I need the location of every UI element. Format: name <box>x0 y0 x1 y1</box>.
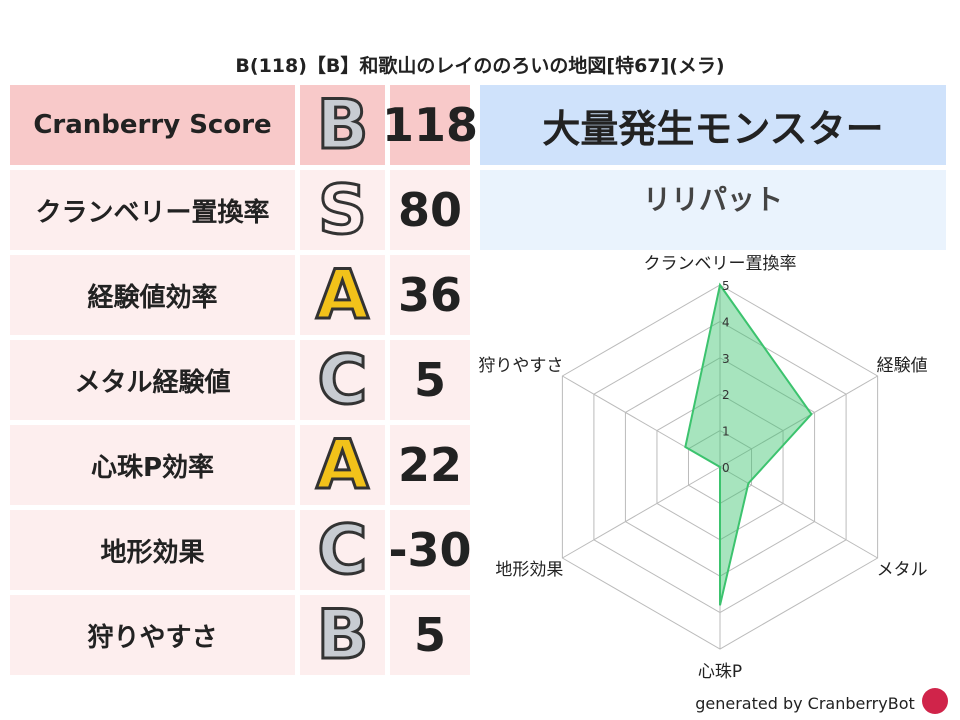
r-tick-label: 5 <box>722 279 730 293</box>
axis-label: 経験値 <box>877 356 928 376</box>
grade-bg <box>300 340 385 420</box>
page-title: B(118)【B】和歌山のレイののろいの地図[特67](メラ) <box>235 54 725 77</box>
r-tick-label: 3 <box>722 352 730 366</box>
score: -30 <box>388 510 472 590</box>
row-label: 経験値効率 <box>10 255 295 335</box>
grade-badge: B <box>315 594 370 676</box>
row-label: 地形効果 <box>10 510 295 590</box>
grade-bg <box>300 170 385 250</box>
axis-label: 狩りやすさ <box>478 356 563 376</box>
row-label: Cranberry Score <box>10 85 295 165</box>
score: 22 <box>390 425 470 505</box>
grade-bg <box>300 510 385 590</box>
spoke <box>562 466 721 559</box>
axis-label: メタル <box>877 560 928 580</box>
axis-label: 心珠P <box>698 662 742 682</box>
score: 5 <box>390 340 470 420</box>
grade-badge: C <box>316 339 369 421</box>
monster-heading: 大量発生モンスター <box>480 85 946 165</box>
score: 118 <box>382 85 478 165</box>
grade-badge: S <box>317 169 369 251</box>
row-label: メタル経験値 <box>10 340 295 420</box>
grade-bg <box>300 85 385 165</box>
axis-label: クランベリー置換率 <box>644 254 797 274</box>
row-label: 狩りやすさ <box>10 595 295 675</box>
grade-bg <box>300 595 385 675</box>
score: 36 <box>390 255 470 335</box>
grade-badge: A <box>315 254 371 336</box>
grade-badge: C <box>316 509 369 591</box>
grade-badge: B <box>315 84 370 166</box>
r-tick-label: 0 <box>722 461 730 475</box>
monster-name: リリパット <box>480 170 946 250</box>
score: 5 <box>390 595 470 675</box>
grade-badge: A <box>315 424 371 506</box>
bot-icon <box>922 688 948 714</box>
footer: generated by CranberryBot <box>695 693 915 713</box>
score: 80 <box>390 170 470 250</box>
row-label: 心珠P効率 <box>10 425 295 505</box>
r-tick-label: 1 <box>722 425 730 439</box>
axis-label: 地形効果 <box>495 560 563 580</box>
grade-bg <box>300 425 385 505</box>
r-tick-label: 2 <box>722 388 730 402</box>
r-tick-label: 4 <box>722 315 730 329</box>
spoke <box>719 375 878 468</box>
row-label: クランベリー置換率 <box>10 170 295 250</box>
data-area <box>684 282 813 606</box>
spoke <box>719 466 878 559</box>
grade-bg <box>300 255 385 335</box>
